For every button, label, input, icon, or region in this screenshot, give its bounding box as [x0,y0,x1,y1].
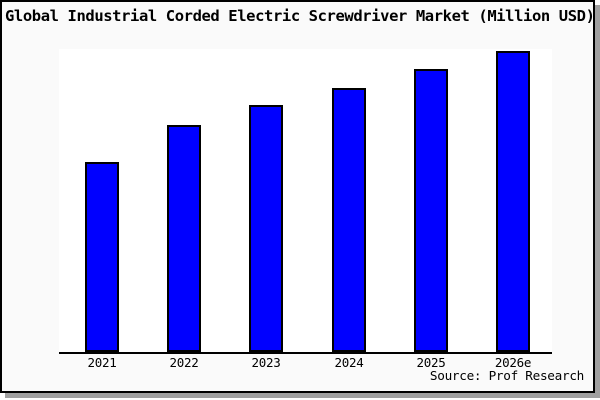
chart-title: Global Industrial Corded Electric Screwd… [5,7,595,25]
source-credit: Source: Prof Research [429,368,584,383]
chart-window: Global Industrial Corded Electric Screwd… [0,0,595,393]
x-axis-labels: 2021 2022 2023 2024 2025 2026e [59,355,552,371]
x-tick-label-2024: 2024 [334,355,364,370]
bar-2023 [249,105,283,352]
plot-area [59,49,552,354]
x-tick-label-2022: 2022 [169,355,199,370]
bar-2022 [167,125,201,352]
bar-2024 [332,88,366,352]
x-tick-label-2021: 2021 [87,355,117,370]
x-tick-label-2023: 2023 [251,355,281,370]
x-tick-label-2025: 2025 [416,355,446,370]
bar-2025 [414,69,448,352]
bar-2026e [496,51,530,352]
x-tick-label-2026e: 2026e [494,355,532,370]
bar-2021 [85,162,119,352]
